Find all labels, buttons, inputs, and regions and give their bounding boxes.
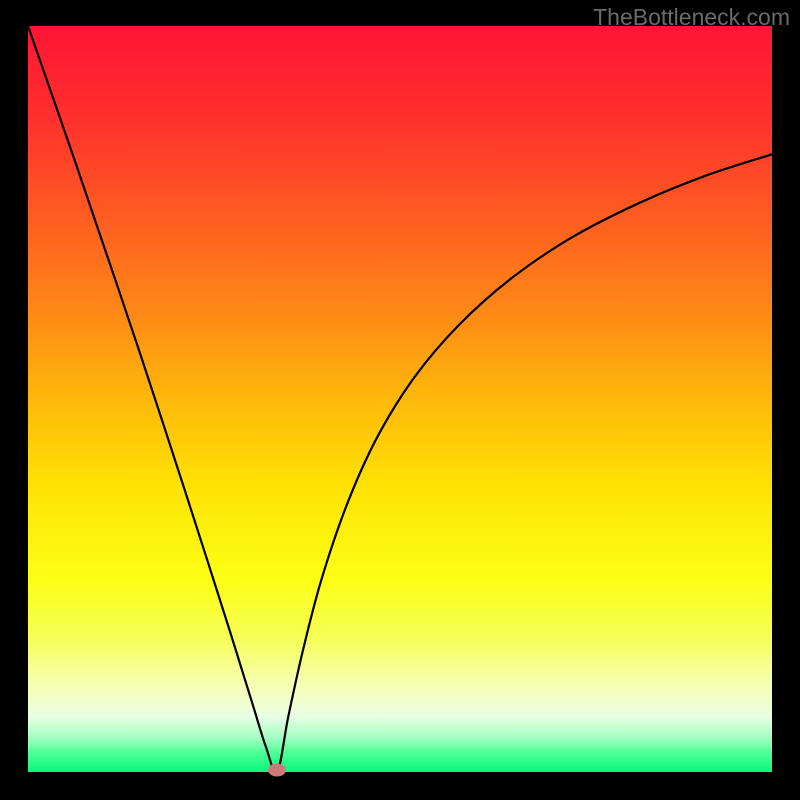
plot-area	[28, 26, 772, 772]
bottleneck-curve	[28, 26, 772, 772]
watermark-text: TheBottleneck.com	[593, 4, 790, 31]
minimum-marker	[268, 763, 286, 776]
